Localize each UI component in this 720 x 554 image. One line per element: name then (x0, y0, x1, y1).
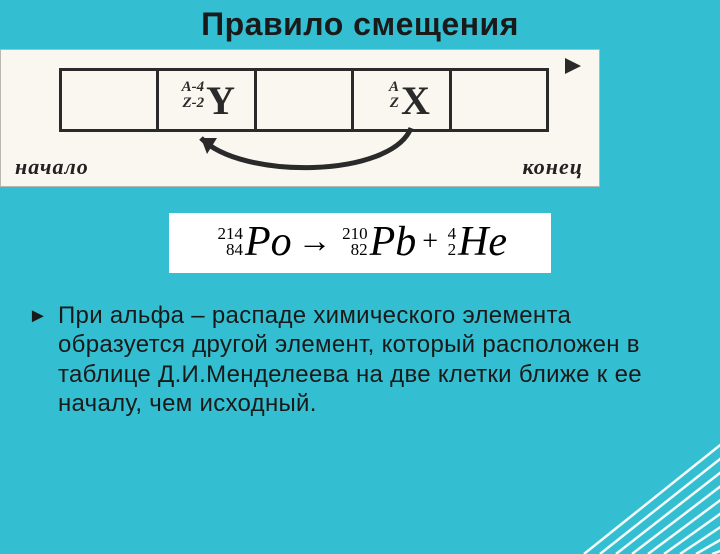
eq-product1: 210 82 Pb (338, 221, 417, 263)
lhs-charge: 84 (226, 240, 243, 259)
p1-charge: 82 (351, 240, 368, 259)
displacement-diagram: A-4 Z-2 Y A Z X начало конец (0, 49, 600, 187)
y-symbol: Y (206, 81, 235, 121)
label-start: начало (15, 154, 89, 180)
axis-arrowhead (565, 58, 581, 74)
plus-icon: + (422, 226, 438, 258)
corner-hatch-decoration (564, 414, 720, 554)
label-end: конец (522, 154, 583, 180)
explanation-content: При альфа – распаде химического элемента… (58, 302, 642, 417)
shift-arrow (181, 120, 441, 182)
nuclide-x: A Z X (354, 75, 448, 115)
x-symbol: X (401, 81, 430, 121)
eq-lhs: 214 84 Po (213, 221, 292, 263)
eq-product2: 4 2 He (444, 221, 507, 263)
p2-charge: 2 (448, 240, 457, 259)
bullet-icon: ► (28, 304, 48, 328)
y-mass: A-4 (178, 80, 204, 94)
cell-4 (452, 71, 549, 129)
cell-0 (62, 71, 159, 129)
arrow-icon: → (298, 223, 332, 261)
slide-title: Правило смещения (0, 0, 720, 43)
explanation-text: ► При альфа – распаде химического элемен… (58, 301, 686, 418)
p1-symbol: Pb (370, 221, 417, 263)
nuclide-y: A-4 Z-2 Y (159, 75, 253, 115)
p2-symbol: He (458, 221, 507, 263)
x-charge: Z (373, 96, 399, 110)
x-mass: A (373, 80, 399, 94)
decay-equation: 214 84 Po → 210 82 Pb + 4 2 He (169, 213, 551, 273)
y-charge: Z-2 (178, 96, 204, 110)
lhs-symbol: Po (245, 221, 292, 263)
